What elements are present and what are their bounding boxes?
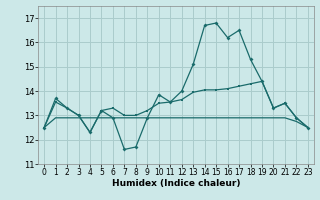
X-axis label: Humidex (Indice chaleur): Humidex (Indice chaleur)	[112, 179, 240, 188]
